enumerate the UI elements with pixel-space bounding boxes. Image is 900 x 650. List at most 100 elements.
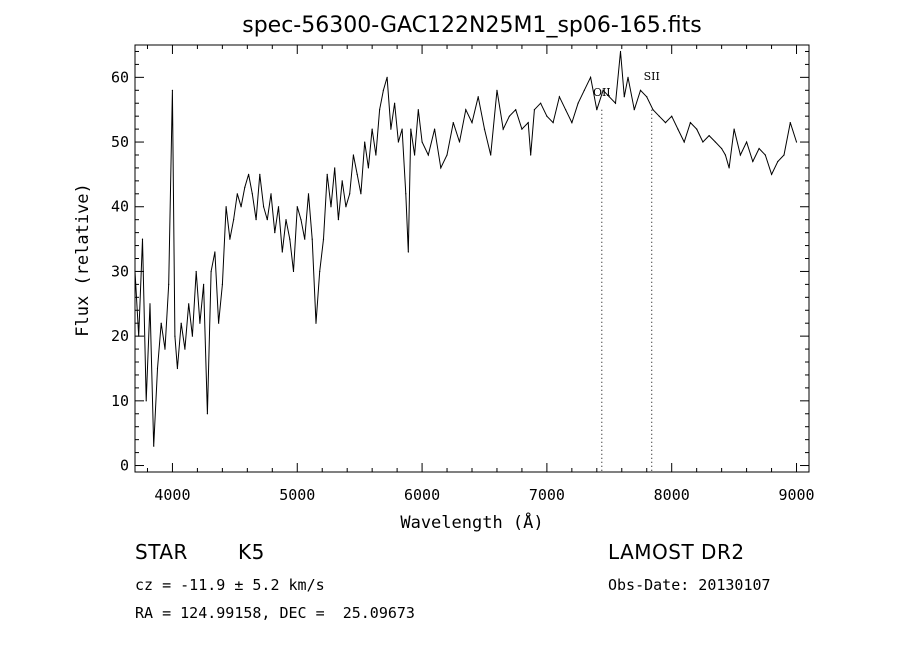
- spectrum-point: [540, 102, 542, 104]
- spectrum-point: [739, 154, 741, 156]
- spectrum-point: [180, 322, 182, 324]
- spectrum-point: [407, 251, 409, 253]
- spectrum-point: [304, 238, 306, 240]
- spectrum-point: [236, 193, 238, 195]
- spectrum-point: [521, 128, 523, 130]
- x-tick-label: 6000: [404, 486, 440, 504]
- spectrum-point: [752, 160, 754, 163]
- spectrum-point: [262, 206, 265, 208]
- y-axis: 0 10 20 30 40 50 60: [111, 50, 809, 475]
- spectrum-point: [515, 109, 517, 111]
- spectrum-point: [421, 141, 423, 143]
- spectrum-point: [210, 270, 212, 273]
- spectrum-point: [251, 193, 253, 195]
- spectrum-point: [702, 141, 704, 143]
- spectrum-point: [658, 115, 660, 117]
- spectrum-point: [583, 89, 585, 91]
- y-tick-label: 20: [111, 327, 129, 345]
- spectrum-point: [410, 128, 412, 130]
- spectrum-point: [671, 115, 673, 117]
- spectrum-series: [134, 50, 798, 447]
- spectrum-point: [171, 89, 174, 91]
- spectrum-point: [433, 128, 436, 130]
- spectrum-point: [345, 206, 347, 208]
- spectrum-point: [471, 122, 473, 124]
- spectrum-point: [300, 219, 302, 221]
- spectrum-point: [255, 219, 257, 221]
- spectrum-point: [427, 154, 429, 156]
- spectrum-point: [176, 367, 179, 370]
- spectrum-point: [452, 122, 454, 124]
- object-class: STAR: [135, 540, 188, 564]
- spectrum-point: [397, 141, 399, 143]
- spectrum-point: [546, 115, 548, 117]
- x-axis-label: Wavelength (Å): [400, 511, 543, 533]
- redshift-text: cz = -11.9 ± 5.2 km/s: [135, 576, 325, 594]
- y-tick-label: 40: [111, 198, 129, 216]
- spectrum-point: [577, 102, 579, 104]
- spectrum-point: [571, 122, 573, 124]
- spectrum-point: [319, 270, 321, 273]
- spectrum-point: [733, 128, 735, 130]
- spectrum-point: [259, 173, 261, 175]
- spectrum-point: [565, 109, 567, 111]
- spectrum-point: [623, 96, 625, 98]
- spectrum-point: [240, 206, 242, 208]
- spectrum-point: [247, 173, 250, 175]
- spectrum-point: [552, 122, 554, 124]
- line-markers: OII SII: [593, 70, 660, 472]
- y-axis-label: Flux (relative): [73, 183, 93, 337]
- spectrum-point: [274, 232, 276, 234]
- spectrum-point: [745, 141, 748, 143]
- spectrum-point: [502, 128, 504, 130]
- spectrum-point: [446, 154, 448, 156]
- spectrum-point: [758, 147, 760, 150]
- spectrum-point: [188, 303, 190, 305]
- spectrum-point: [160, 322, 162, 324]
- spectrum-point: [326, 173, 328, 175]
- y-tick-label: 0: [120, 457, 129, 475]
- spectrum-point: [349, 193, 351, 195]
- spectrum-point: [195, 270, 197, 273]
- spectrum-point: [149, 303, 151, 305]
- spectrum-point: [721, 147, 723, 150]
- spectrum-point: [696, 128, 698, 130]
- spectrum-point: [614, 102, 617, 104]
- spectrum-point: [714, 141, 716, 143]
- spectrum-chart: spec-56300-GAC122N25M1_sp06-165.fits OII…: [73, 13, 815, 533]
- line-marker-label: SII: [644, 70, 660, 83]
- spectrum-point: [229, 238, 231, 240]
- spectrum-point: [153, 445, 155, 447]
- spectrum-point: [191, 335, 194, 337]
- spectrum-point: [375, 154, 377, 156]
- spectrum-point: [490, 154, 492, 156]
- plot-frame: [134, 44, 810, 473]
- spectrum-point: [390, 128, 392, 130]
- spectrum-point: [458, 141, 461, 143]
- x-tick-label: 8000: [654, 486, 690, 504]
- spectrum-point: [322, 238, 325, 240]
- spectrum-point: [174, 335, 176, 337]
- spectrum-point: [356, 173, 358, 175]
- spectrum-point: [203, 283, 205, 285]
- spectrum-point: [337, 219, 340, 221]
- spectrum-point: [156, 367, 159, 370]
- spectrum-point: [289, 238, 291, 240]
- spectrum-point: [646, 96, 648, 98]
- spectrum-point: [619, 50, 622, 53]
- spectrum-point: [311, 238, 313, 240]
- spectrum-point: [307, 193, 310, 195]
- spectrum-point: [285, 219, 287, 221]
- x-axis: 4000 5000 6000 7000 8000 9000: [146, 45, 815, 504]
- y-tick-label: 30: [111, 262, 129, 280]
- object-subclass: K5: [238, 540, 265, 564]
- y-tick-label: 10: [111, 392, 129, 410]
- spectrum-point: [677, 128, 679, 130]
- spectrum-point: [417, 109, 419, 111]
- spectrum-point: [724, 154, 726, 156]
- spectrum-point: [533, 109, 536, 111]
- spectrum-point: [277, 206, 280, 208]
- spectrum-point: [141, 238, 144, 240]
- chart-title: spec-56300-GAC122N25M1_sp06-165.fits: [242, 13, 702, 38]
- spectrum-point: [764, 154, 766, 156]
